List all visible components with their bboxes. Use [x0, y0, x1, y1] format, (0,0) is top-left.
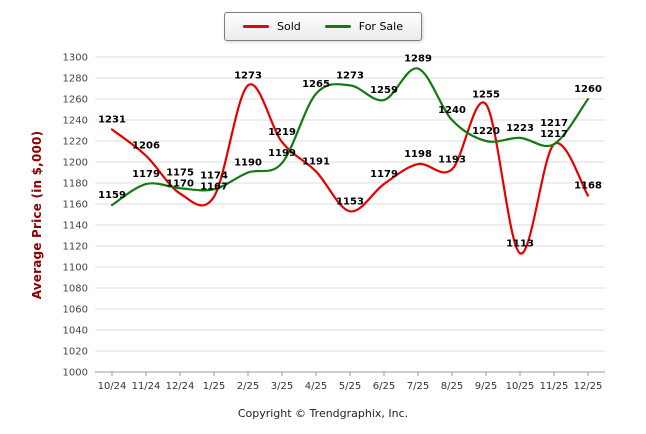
y-tick-label: 1200	[63, 158, 88, 169]
x-tick-label: 8/25	[441, 381, 463, 392]
point-label: 1168	[574, 181, 602, 192]
point-label: 1159	[98, 190, 126, 201]
x-tick-label: 12/24	[166, 381, 195, 392]
point-label: 1220	[472, 126, 500, 137]
point-label: 1219	[268, 127, 296, 138]
y-tick-label: 1260	[63, 95, 88, 106]
x-tick-label: 5/25	[339, 381, 361, 392]
legend-item-sold: Sold	[243, 20, 301, 33]
point-label: 1170	[166, 179, 194, 190]
y-tick-label: 1120	[63, 242, 88, 253]
x-tick-label: 10/25	[506, 381, 535, 392]
point-label: 1223	[506, 123, 534, 134]
grid: 1000 1020 1040 1060 1080 1100 1120 1140 1160 1180…	[63, 53, 605, 379]
point-label: 1206	[132, 141, 160, 152]
point-label: 1191	[302, 156, 330, 167]
for-sale-line	[110, 67, 590, 207]
for-sale-line-swatch	[324, 25, 351, 28]
legend-item-for-sale: For Sale	[324, 20, 403, 33]
point-label: 1273	[336, 70, 364, 81]
y-tick-label: 1000	[63, 368, 88, 379]
sold-line-swatch	[243, 25, 269, 28]
x-tick-label: 10/24	[98, 381, 127, 392]
y-tick-label: 1240	[63, 116, 88, 127]
price-chart: 1000 1020 1040 1060 1080 1100 1120 1140 1160 1180…	[63, 53, 605, 392]
y-tick-label: 1140	[63, 221, 88, 232]
point-label: 1190	[234, 158, 262, 169]
y-tick-label: 1160	[63, 200, 88, 211]
point-label: 1217	[540, 129, 568, 140]
point-label: 1198	[404, 149, 432, 160]
point-label: 1273	[234, 70, 262, 81]
point-label: 1153	[336, 196, 364, 207]
point-label: 1179	[370, 169, 398, 180]
point-label: 1193	[438, 154, 466, 165]
x-tick-label: 11/25	[540, 381, 569, 392]
copyright-text: Copyright © Trendgraphix, Inc.	[237, 407, 409, 420]
x-tick-label: 2/25	[237, 381, 259, 392]
y-tick-label: 1180	[63, 179, 88, 190]
x-tick-label: 12/25	[574, 381, 603, 392]
point-label: 1113	[506, 238, 534, 249]
point-label: 1199	[268, 148, 296, 159]
x-axis-labels: 10/24 11/24 12/24 1/25 2/25 3/25 4/25 5/25 6/25 7…	[98, 372, 603, 392]
y-tick-label: 1100	[63, 263, 88, 274]
x-tick-label: 4/25	[305, 381, 327, 392]
chart-area: 1000 1020 1040 1060 1080 1100 1120 1140 1160 1180…	[0, 40, 646, 400]
point-label: 1217	[540, 118, 568, 129]
y-tick-label: 1220	[63, 137, 88, 148]
legend-label-for-sale: For Sale	[358, 20, 403, 33]
sold-line	[110, 83, 590, 255]
y-tick-label: 1280	[63, 74, 88, 85]
point-label: 1240	[438, 105, 466, 116]
point-label: 1259	[370, 85, 398, 96]
y-tick-label: 1080	[63, 284, 88, 295]
x-tick-label: 11/24	[132, 381, 161, 392]
point-label: 1265	[302, 79, 330, 90]
x-tick-label: 3/25	[271, 381, 293, 392]
point-label: 1167	[200, 182, 228, 193]
x-tick-label: 1/25	[203, 381, 225, 392]
point-label: 1175	[166, 168, 194, 179]
legend-label-sold: Sold	[277, 20, 301, 33]
x-tick-label: 9/25	[475, 381, 497, 392]
y-tick-label: 1300	[63, 53, 88, 64]
x-tick-label: 7/25	[407, 381, 429, 392]
point-label: 1289	[404, 54, 432, 65]
point-label: 1179	[132, 169, 160, 180]
point-label: 1260	[574, 84, 602, 95]
y-tick-label: 1060	[63, 305, 88, 316]
y-tick-label: 1040	[63, 326, 88, 337]
point-label: 1174	[200, 171, 228, 182]
x-tick-label: 6/25	[373, 381, 395, 392]
y-tick-label: 1020	[63, 347, 88, 358]
legend: Sold For Sale	[224, 12, 422, 41]
point-label: 1231	[98, 114, 126, 125]
point-label: 1255	[472, 89, 500, 100]
